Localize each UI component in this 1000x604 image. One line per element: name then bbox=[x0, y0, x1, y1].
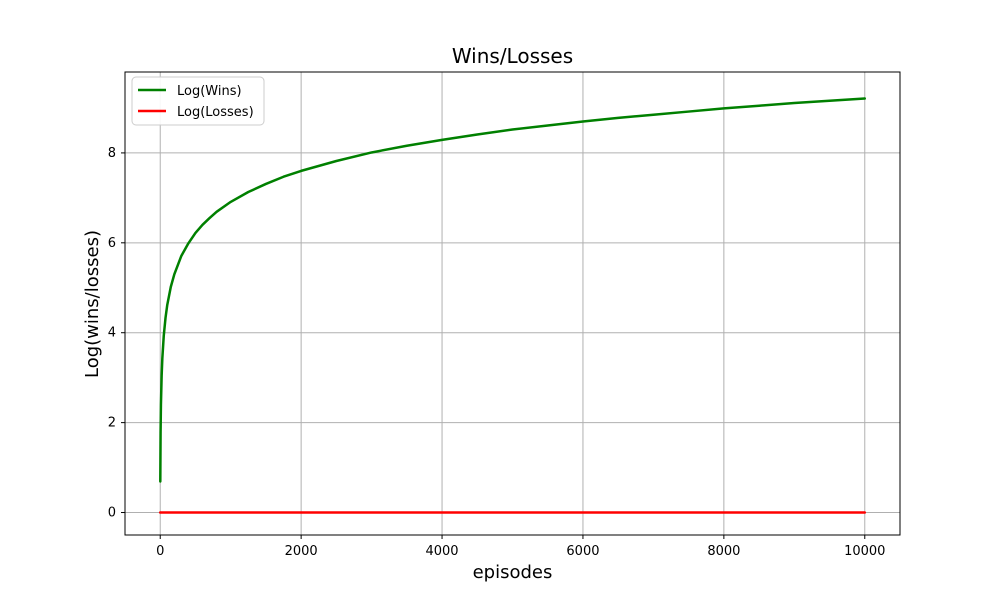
plot-area-frame bbox=[124, 71, 901, 536]
y-tick-label: 0 bbox=[108, 506, 116, 521]
series-line-log-wins bbox=[159, 97, 867, 483]
y-tick-label: 6 bbox=[108, 236, 116, 251]
x-tick-label: 0 bbox=[156, 544, 164, 559]
y-tick-label: 8 bbox=[108, 146, 116, 161]
x-tick-label: 4000 bbox=[425, 544, 458, 559]
chart-title: Wins/Losses bbox=[452, 44, 573, 68]
x-axis-label: episodes bbox=[473, 562, 553, 583]
y-axis-label: Log(wins/losses) bbox=[82, 230, 103, 378]
series-lines bbox=[158, 97, 867, 514]
x-tick-label: 10000 bbox=[844, 544, 885, 559]
y-tick-label: 4 bbox=[108, 326, 116, 341]
legend-label-log-wins: Log(Wins) bbox=[177, 84, 242, 99]
y-tick-label: 2 bbox=[108, 416, 116, 431]
axis-ticks: 0 2000 4000 6000 8000 10000 0 2 4 6 8 bbox=[108, 146, 886, 559]
legend: Log(Wins) Log(Losses) bbox=[131, 76, 265, 126]
legend-label-log-losses: Log(Losses) bbox=[177, 105, 254, 120]
x-tick-label: 6000 bbox=[566, 544, 599, 559]
x-tick-label: 8000 bbox=[707, 544, 740, 559]
x-tick-label: 2000 bbox=[285, 544, 318, 559]
